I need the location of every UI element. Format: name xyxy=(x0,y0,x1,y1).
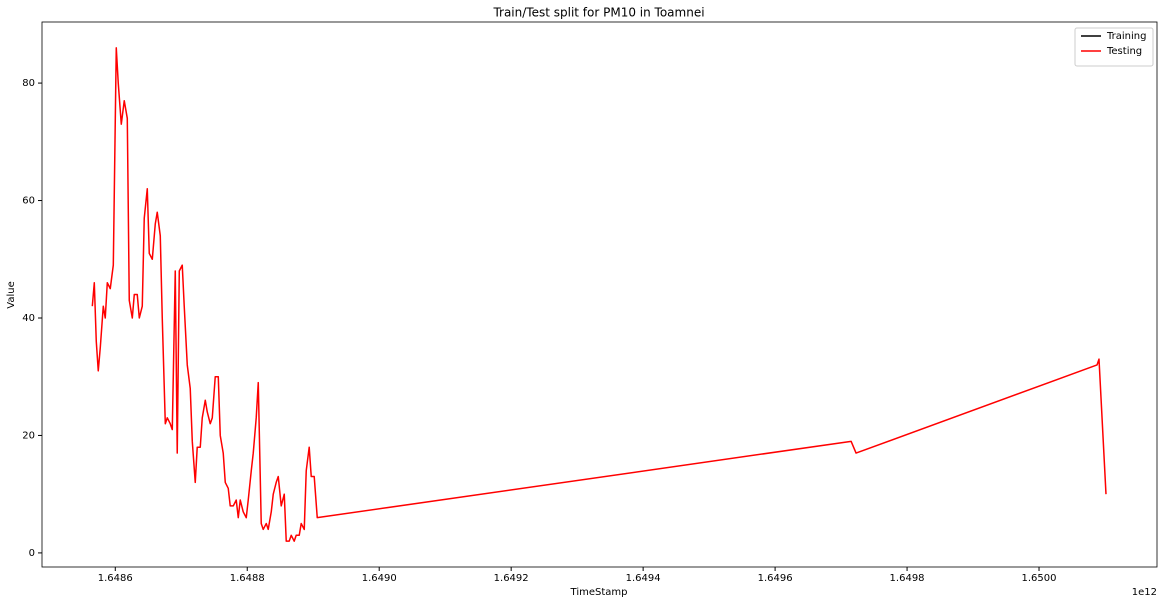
x-tick-label: 1.6486 xyxy=(98,573,133,584)
line-series xyxy=(91,47,1107,542)
legend-label: Testing xyxy=(1106,46,1142,57)
x-tick-label: 1.6492 xyxy=(494,573,529,584)
y-tick-label: 0 xyxy=(29,548,35,559)
y-tick-label: 80 xyxy=(22,78,35,89)
x-offset-label: 1e12 xyxy=(1132,587,1157,598)
y-tick-label: 20 xyxy=(22,430,35,441)
x-tick-label: 1.6500 xyxy=(1022,573,1057,584)
y-axis-label: Value xyxy=(6,281,17,308)
plot-frame xyxy=(41,21,1158,568)
x-tick-label: 1.6496 xyxy=(758,573,793,584)
y-tick-label: 60 xyxy=(22,196,35,207)
x-tick-label: 1.6490 xyxy=(362,573,397,584)
x-tick-label: 1.6498 xyxy=(890,573,925,584)
x-axis-label: TimeStamp xyxy=(570,587,628,598)
chart-title: Train/Test split for PM10 in Toamnei xyxy=(492,6,704,20)
x-tick-label: 1.6488 xyxy=(230,573,265,584)
x-tick-label: 1.6494 xyxy=(626,573,661,584)
y-tick-label: 40 xyxy=(22,313,35,324)
legend-box xyxy=(1074,27,1154,67)
legend-label: Training xyxy=(1106,31,1146,42)
